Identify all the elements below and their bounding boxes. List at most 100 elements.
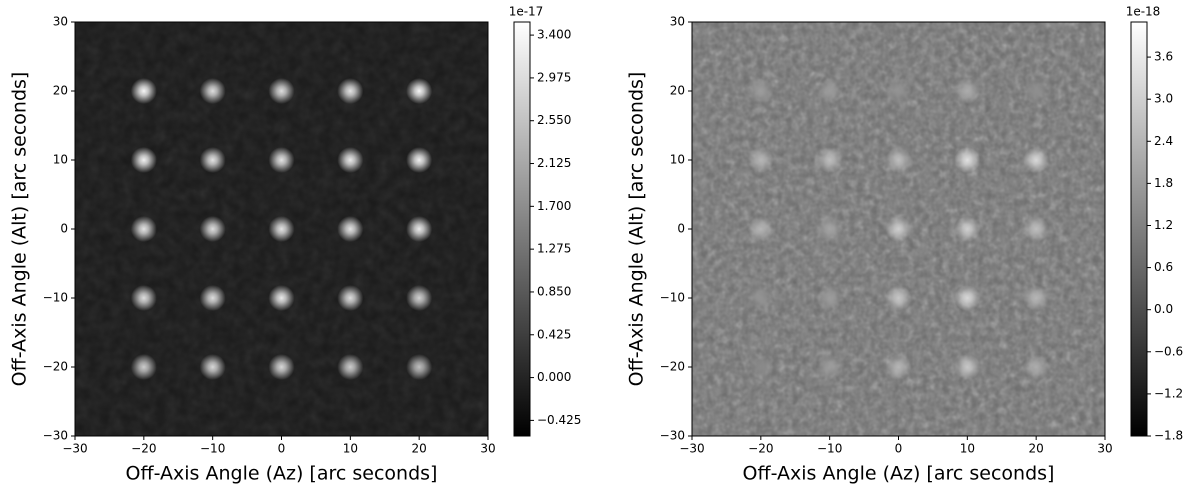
- x-tick-label: −30: [62, 442, 87, 456]
- y-tick-label: −20: [43, 360, 68, 374]
- point-source: [1023, 354, 1050, 380]
- x-tick-label: 30: [1097, 442, 1112, 456]
- point-source: [337, 147, 364, 173]
- point-source: [268, 285, 295, 311]
- y-axis-label: Off-Axis Angle (Alt) [arc seconds]: [9, 72, 31, 387]
- point-source: [199, 147, 226, 173]
- point-source: [885, 285, 912, 311]
- colorbar-tick-label: 0.000: [537, 370, 571, 384]
- point-source: [406, 147, 433, 173]
- colorbar-tick-label: 3.0: [1154, 92, 1173, 106]
- point-source: [954, 285, 981, 311]
- x-tick-label: −10: [200, 442, 225, 456]
- image-plot: [75, 22, 488, 436]
- point-source: [954, 216, 981, 242]
- point-source: [337, 354, 364, 380]
- point-source: [199, 285, 226, 311]
- point-source: [816, 78, 843, 104]
- point-source: [747, 216, 774, 242]
- x-tick-label: 20: [412, 442, 427, 456]
- colorbar-tick-label: 1.2: [1154, 218, 1173, 232]
- colorbar-tick-label: 2.125: [537, 156, 571, 170]
- point-source: [816, 216, 843, 242]
- image-plot: [692, 22, 1105, 436]
- colorbar-tick-label: 0.850: [537, 284, 571, 298]
- point-source: [816, 147, 843, 173]
- x-tick-label: 10: [960, 442, 975, 456]
- colorbar-tick-label: 0.425: [537, 327, 571, 341]
- point-source: [406, 78, 433, 104]
- colorbar-tick-label: 0.0: [1154, 302, 1173, 316]
- point-source: [1023, 147, 1050, 173]
- colorbar-offset: 1e-17: [509, 5, 544, 19]
- y-tick-label: 20: [670, 84, 685, 98]
- point-source: [406, 354, 433, 380]
- x-tick-label: −20: [131, 442, 156, 456]
- x-tick-label: 20: [1029, 442, 1044, 456]
- y-tick-label: 30: [670, 15, 685, 29]
- point-source: [406, 216, 433, 242]
- x-tick-label: 30: [480, 442, 495, 456]
- point-source: [954, 354, 981, 380]
- x-tick-label: −30: [679, 442, 704, 456]
- point-source: [130, 354, 157, 380]
- point-source: [130, 285, 157, 311]
- point-source: [885, 354, 912, 380]
- point-source: [954, 78, 981, 104]
- x-tick-label: 0: [278, 442, 286, 456]
- colorbar-tick-label: 2.550: [537, 113, 571, 127]
- y-axis-label: Off-Axis Angle (Alt) [arc seconds]: [626, 72, 648, 387]
- point-source: [885, 216, 912, 242]
- point-source: [747, 78, 774, 104]
- x-tick-label: 10: [343, 442, 358, 456]
- point-source: [130, 216, 157, 242]
- point-source: [747, 354, 774, 380]
- y-tick-label: 20: [53, 84, 68, 98]
- point-source: [1023, 216, 1050, 242]
- x-tick-label: −10: [817, 442, 842, 456]
- point-source: [130, 147, 157, 173]
- x-tick-label: 0: [895, 442, 903, 456]
- x-axis-label: Off-Axis Angle (Az) [arc seconds]: [126, 463, 438, 485]
- y-tick-label: −30: [43, 429, 68, 443]
- point-source: [954, 147, 981, 173]
- colorbar-tick-label: −0.6: [1154, 344, 1183, 358]
- y-tick-label: 30: [53, 15, 68, 29]
- point-source: [268, 354, 295, 380]
- colorbar-tick-label: −1.8: [1154, 429, 1183, 443]
- point-source: [885, 147, 912, 173]
- point-source: [130, 78, 157, 104]
- y-tick-label: 10: [53, 153, 68, 167]
- colorbar-tick-label: 2.975: [537, 70, 571, 84]
- point-source: [199, 354, 226, 380]
- point-source: [337, 78, 364, 104]
- colorbar-tick-label: −1.2: [1154, 386, 1183, 400]
- point-source: [337, 216, 364, 242]
- y-tick-label: 10: [670, 153, 685, 167]
- colorbar-tick-label: 1.700: [537, 199, 571, 213]
- point-source: [268, 147, 295, 173]
- point-source: [1023, 78, 1050, 104]
- point-source: [337, 285, 364, 311]
- y-tick-label: 0: [677, 222, 685, 236]
- colorbar-tick-label: 1.8: [1154, 176, 1173, 190]
- point-source: [199, 216, 226, 242]
- point-source: [816, 285, 843, 311]
- colorbar: [513, 21, 531, 437]
- y-tick-label: −10: [43, 291, 68, 305]
- point-source: [885, 78, 912, 104]
- colorbar-tick-label: −0.425: [537, 413, 581, 427]
- point-source: [1023, 285, 1050, 311]
- x-tick-label: −20: [748, 442, 773, 456]
- point-source: [816, 354, 843, 380]
- point-source: [406, 285, 433, 311]
- point-source: [747, 147, 774, 173]
- x-axis-label: Off-Axis Angle (Az) [arc seconds]: [743, 463, 1055, 485]
- colorbar-tick-label: 0.6: [1154, 260, 1173, 274]
- point-source: [268, 78, 295, 104]
- colorbar-tick-label: 1.275: [537, 242, 571, 256]
- colorbar-tick-label: 2.4: [1154, 134, 1173, 148]
- point-source: [747, 285, 774, 311]
- colorbar-tick-label: 3.6: [1154, 50, 1173, 64]
